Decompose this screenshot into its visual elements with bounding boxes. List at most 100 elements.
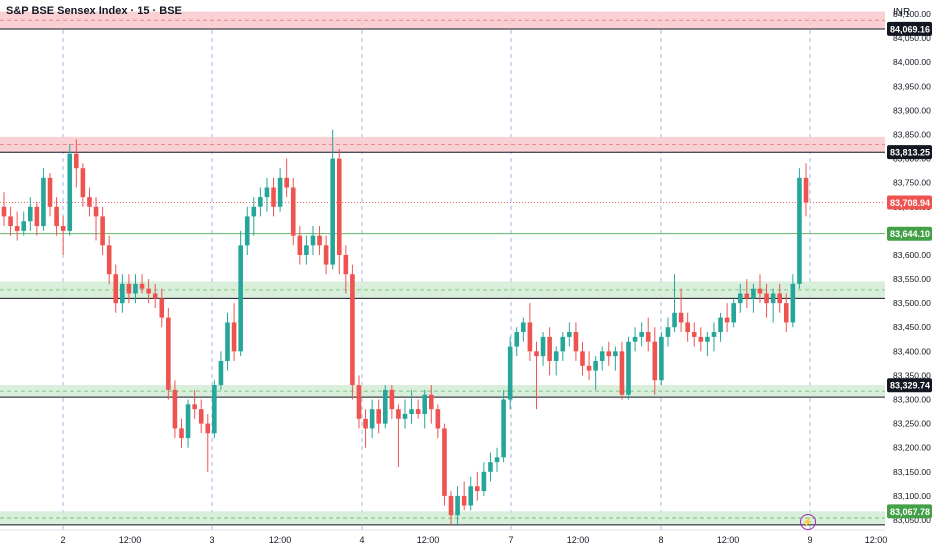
candle-body bbox=[698, 336, 704, 342]
candle-body bbox=[448, 495, 454, 516]
candle-body bbox=[290, 187, 296, 236]
candle-body bbox=[113, 274, 119, 304]
price-tick-label: 83,350.00 bbox=[893, 370, 931, 380]
time-tick-label: 12:00 bbox=[865, 535, 888, 545]
candle-body bbox=[21, 221, 27, 231]
candle-body bbox=[455, 495, 460, 516]
candle-body bbox=[501, 399, 506, 458]
price-tick-label: 84,100.00 bbox=[893, 9, 931, 19]
candle-body bbox=[586, 365, 592, 371]
candle-body bbox=[67, 153, 73, 231]
candle-body bbox=[442, 428, 447, 496]
candle-body bbox=[74, 153, 79, 169]
time-tick-label: 2 bbox=[60, 535, 65, 545]
price-label: 83,067.78 bbox=[890, 507, 930, 517]
candle-body bbox=[264, 187, 270, 198]
candle-body bbox=[764, 293, 769, 304]
candle-body bbox=[376, 409, 382, 424]
candle-body bbox=[258, 197, 263, 207]
candle-body bbox=[415, 409, 421, 414]
candle-body bbox=[678, 312, 684, 323]
candle-body bbox=[126, 283, 132, 294]
candle-body bbox=[317, 235, 322, 246]
candle-body bbox=[613, 351, 618, 357]
candle-body bbox=[389, 389, 395, 410]
candle-body bbox=[521, 322, 526, 333]
candle-body bbox=[350, 274, 355, 386]
candle-body bbox=[534, 351, 539, 357]
time-tick-label: 12:00 bbox=[717, 535, 740, 545]
candle-body bbox=[382, 389, 388, 424]
candle-body bbox=[1, 206, 7, 217]
candle-body bbox=[428, 394, 434, 410]
candle-body bbox=[179, 428, 184, 439]
candle-body bbox=[790, 283, 796, 323]
candle-body bbox=[797, 177, 802, 284]
candle-body bbox=[212, 385, 217, 434]
candle-body bbox=[238, 245, 243, 352]
currency-label: INR bbox=[893, 7, 911, 18]
candle-body bbox=[14, 226, 20, 231]
candle-body bbox=[244, 216, 250, 246]
candle-body bbox=[231, 322, 237, 352]
candle-body bbox=[691, 332, 697, 337]
candle-body bbox=[133, 283, 138, 294]
time-tick-label: 8 bbox=[658, 535, 663, 545]
price-label: 84,069.16 bbox=[890, 24, 930, 34]
candle-body bbox=[198, 409, 204, 424]
price-tick-label: 83,750.00 bbox=[893, 178, 931, 188]
candle-body bbox=[310, 235, 316, 246]
candle-body bbox=[34, 206, 40, 227]
candle-body bbox=[507, 346, 513, 400]
candle-body bbox=[422, 394, 428, 414]
candle-body bbox=[560, 336, 566, 352]
price-label: 83,329.74 bbox=[890, 381, 930, 391]
candle-body bbox=[80, 168, 86, 198]
candle-body bbox=[488, 462, 493, 472]
price-tick-label: 83,950.00 bbox=[893, 81, 931, 91]
candle-body bbox=[402, 413, 408, 419]
candle-body bbox=[606, 351, 612, 357]
candle-body bbox=[547, 336, 552, 361]
candle-body bbox=[724, 317, 730, 323]
candle-body bbox=[166, 317, 171, 390]
candle-body bbox=[672, 312, 677, 328]
price-label: 83,813.25 bbox=[890, 148, 930, 158]
chart-title: S&P BSE Sensex Index · 15 · BSE bbox=[6, 5, 182, 17]
price-tick-label: 83,500.00 bbox=[893, 298, 931, 308]
candle-body bbox=[409, 409, 414, 414]
price-label-box bbox=[887, 378, 932, 393]
candle-body bbox=[47, 177, 53, 207]
candle-body bbox=[593, 360, 598, 371]
candle-body bbox=[87, 197, 92, 207]
candle-body bbox=[777, 293, 783, 304]
candle-body bbox=[639, 332, 644, 337]
candle-body bbox=[284, 177, 289, 188]
lightning-icon[interactable]: ⚡ bbox=[800, 514, 816, 530]
candle-body bbox=[751, 288, 756, 299]
time-tick-label: 12:00 bbox=[269, 535, 292, 545]
candle-body bbox=[685, 322, 690, 333]
candle-body bbox=[435, 409, 441, 429]
candle-body bbox=[626, 341, 631, 395]
candle-body bbox=[54, 206, 59, 227]
candle-body bbox=[599, 351, 605, 361]
candle-body bbox=[106, 245, 112, 275]
candle-body bbox=[100, 216, 105, 246]
time-tick-label: 12:00 bbox=[417, 535, 440, 545]
candle-body bbox=[277, 177, 283, 207]
candle-body bbox=[185, 404, 191, 439]
price-label-box bbox=[887, 145, 932, 160]
price-tick-label: 83,300.00 bbox=[893, 395, 931, 405]
candle-body bbox=[645, 332, 651, 342]
candle-body bbox=[336, 158, 342, 255]
candle-body bbox=[494, 457, 500, 463]
time-tick-label: 7 bbox=[508, 535, 513, 545]
candle-body bbox=[93, 206, 99, 217]
candle-body bbox=[356, 385, 362, 419]
price-label-box bbox=[887, 195, 932, 210]
candle-body bbox=[737, 293, 743, 304]
candle-body bbox=[711, 332, 717, 337]
candle-body bbox=[770, 293, 776, 304]
